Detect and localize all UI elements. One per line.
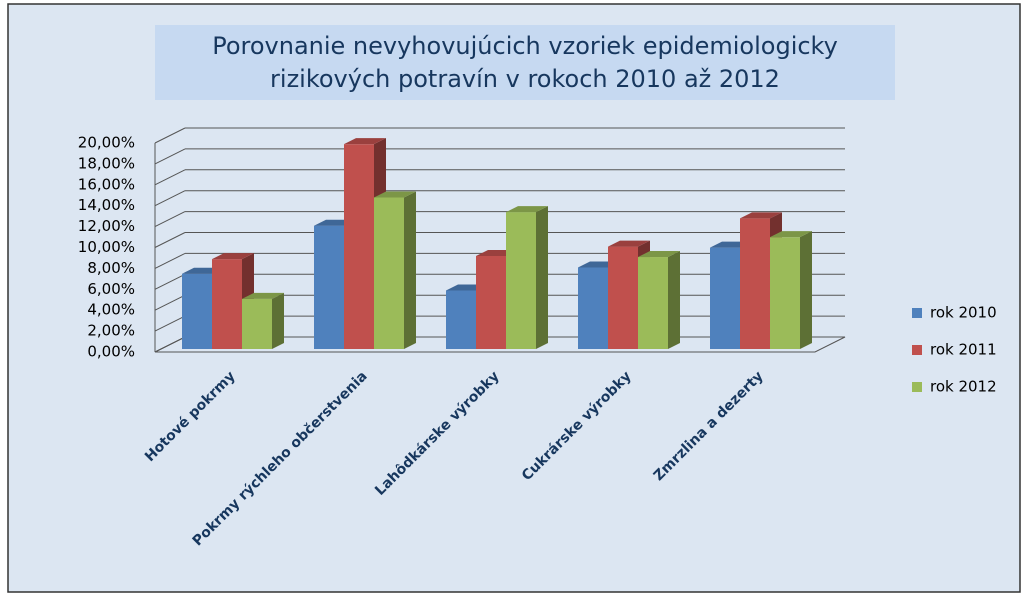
grid-line <box>154 336 186 353</box>
y-tick-label: 4,00% <box>87 301 135 319</box>
y-tick-label: 8,00% <box>87 259 135 277</box>
bar <box>374 197 404 349</box>
bar <box>710 247 740 349</box>
bar-top <box>770 231 812 238</box>
bar <box>578 267 608 349</box>
y-tick-label: 6,00% <box>87 280 135 298</box>
legend-label: rok 2011 <box>930 341 997 359</box>
chart-title: Porovnanie nevyhovujúcich vzoriek epidem… <box>212 32 838 60</box>
bar-side <box>536 206 548 349</box>
grid-line <box>154 190 186 207</box>
bar <box>506 212 536 349</box>
bar-top <box>506 206 548 213</box>
y-tick-label: 2,00% <box>87 322 135 340</box>
legend-label: rok 2012 <box>930 378 997 396</box>
y-tick-label: 0,00% <box>87 343 135 361</box>
legend-swatch <box>912 382 922 392</box>
grid-line <box>154 294 186 311</box>
bar-top <box>608 240 650 247</box>
bar <box>740 218 770 349</box>
grid-line <box>154 127 186 144</box>
y-tick-label: 18,00% <box>78 154 135 172</box>
chart-title: rizikových potravín v rokoch 2010 až 201… <box>270 65 780 93</box>
bar-top <box>242 292 284 299</box>
y-tick-label: 10,00% <box>78 238 135 256</box>
grid-line <box>154 273 186 290</box>
y-tick-label: 20,00% <box>78 134 135 152</box>
bar-side <box>668 251 680 349</box>
grid-line <box>154 315 186 332</box>
bar <box>770 237 800 349</box>
title-box <box>155 25 895 100</box>
grid-line <box>154 211 186 228</box>
bar <box>476 255 506 349</box>
bar <box>446 290 476 349</box>
bar-top <box>374 191 416 198</box>
bar-top <box>212 253 254 260</box>
bar-side <box>272 292 284 349</box>
bar <box>638 257 668 349</box>
legend-label: rok 2010 <box>930 304 997 322</box>
bar <box>344 144 374 349</box>
bar <box>212 259 242 349</box>
bar-top <box>638 251 680 258</box>
bar-side <box>800 231 812 349</box>
grid-line <box>154 252 186 269</box>
bar <box>242 298 272 349</box>
y-tick-label: 16,00% <box>78 175 135 193</box>
grid-line <box>154 232 186 248</box>
y-tick-label: 14,00% <box>78 196 135 214</box>
bar-top <box>344 138 386 145</box>
legend-swatch <box>912 308 922 318</box>
bar <box>608 246 638 349</box>
grid-line <box>154 148 186 165</box>
legend-swatch <box>912 345 922 355</box>
bar <box>314 225 344 349</box>
grid-line <box>154 169 186 186</box>
bar-side <box>404 191 416 349</box>
y-tick-label: 12,00% <box>78 217 135 235</box>
bar-top <box>740 212 782 219</box>
bar <box>182 273 212 349</box>
